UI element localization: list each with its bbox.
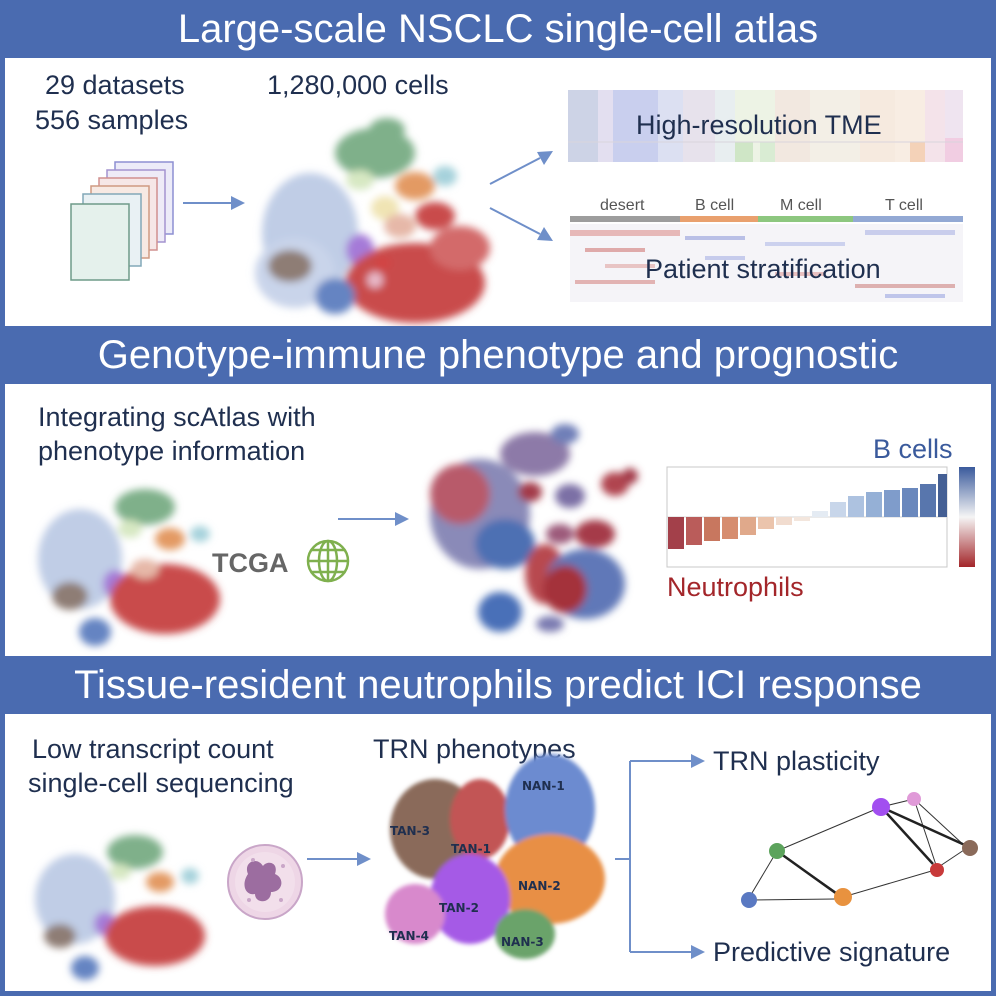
section-1-title: Large-scale NSCLC single-cell atlas <box>177 7 819 51</box>
cells-label: 1,280,000 cells <box>267 70 449 100</box>
trn-plasticity-label: TRN plasticity <box>713 746 880 776</box>
phenotype-umap <box>430 424 638 632</box>
trn-cluster-tan-2: TAN-2 <box>439 901 479 915</box>
output-bracket-arrows <box>615 760 693 953</box>
atlas-umap <box>255 118 490 323</box>
trn-cluster-tan-1: TAN-1 <box>451 842 491 856</box>
strat-group-bar <box>570 216 963 222</box>
tme-heatmap <box>568 90 963 162</box>
strat-group-b-cell: B cell <box>695 197 735 214</box>
predictive-signature-label: Predictive signature <box>713 937 951 967</box>
strat-group-t-cell: T cell <box>885 197 923 214</box>
neutrophils-label: Neutrophils <box>667 572 804 602</box>
section-2-title: Genotype-immune phenotype and prognostic… <box>97 333 899 435</box>
tme-label: High-resolution TME <box>636 110 882 140</box>
trn-umap <box>385 754 605 959</box>
arrow-to-tme <box>489 151 553 185</box>
trn-cluster-nan-3: NAN-3 <box>501 935 544 949</box>
color-scale <box>959 467 975 567</box>
strat-group-m-cell: M cell <box>780 197 822 214</box>
neutrophil-graphics: TAN-3 TAN-1 NAN-1 NAN-2 TAN-2 TAN-4 NAN-… <box>35 754 978 980</box>
small-atlas-umap <box>38 489 220 646</box>
strat-group-desert: desert <box>600 197 645 214</box>
integrating-line2: phenotype information <box>38 436 306 466</box>
tcga-label: TCGA <box>212 548 289 578</box>
dataset-stack-icon <box>70 161 174 281</box>
low-count-line2: single-cell sequencing <box>28 768 294 798</box>
strat-heatmap <box>570 224 963 302</box>
association-bar-chart <box>666 466 948 568</box>
datasets-label: 29 datasets <box>45 70 185 100</box>
association-graphics <box>38 424 975 646</box>
arrow-to-plasticity <box>691 754 705 768</box>
neutrophil-cell-icon <box>227 844 303 920</box>
samples-label: 556 samples <box>35 105 189 135</box>
neutrophil-panel: Low transcript count single-cell sequenc… <box>5 714 991 991</box>
low-count-line1: Low transcript count <box>32 734 274 764</box>
globe-icon <box>306 539 350 583</box>
integrating-line1: Integrating scAtlas with <box>38 402 316 432</box>
plasticity-network <box>741 792 978 908</box>
arrow-to-signature <box>691 945 705 959</box>
trn-cluster-tan-4: TAN-4 <box>389 929 429 943</box>
trn-cluster-nan-1: NAN-1 <box>522 779 565 793</box>
small-atlas-umap-2 <box>35 835 205 980</box>
association-panel: Integrating scAtlas with phenotype infor… <box>5 384 991 656</box>
arrow-to-trn-umap <box>307 852 371 866</box>
arrow-to-stratification <box>489 207 553 241</box>
trn-cluster-tan-3: TAN-3 <box>390 824 430 838</box>
arrow-to-phenotype-umap <box>338 512 409 526</box>
stratification-label: Patient stratification <box>645 254 881 284</box>
section-3-title: Tissue-resident neutrophils predict ICI … <box>74 663 922 707</box>
atlas-panel: 29 datasets 556 samples 1,280,000 cells <box>5 58 991 326</box>
atlas-graphics <box>70 90 963 323</box>
trn-cluster-nan-2: NAN-2 <box>518 879 561 893</box>
b-cells-label: B cells <box>873 434 953 464</box>
arrow-to-umap <box>183 196 245 210</box>
